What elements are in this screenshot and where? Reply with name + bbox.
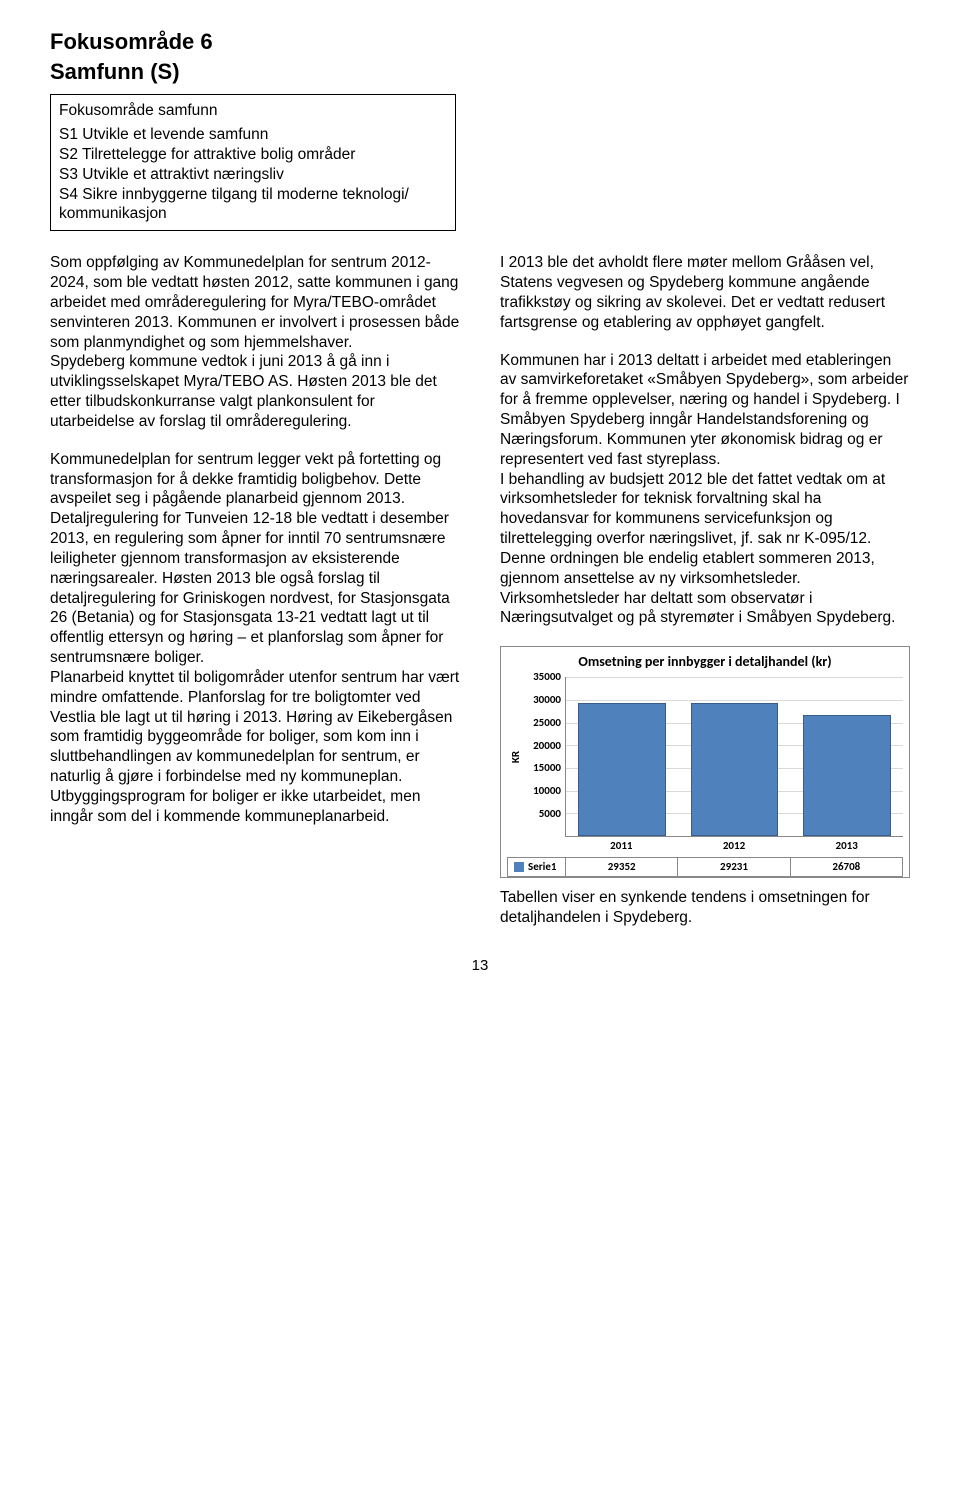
chart-ylabel: KR [509,751,523,763]
page-number: 13 [50,956,910,975]
body-paragraph: Kommunen har i 2013 deltatt i arbeidet m… [500,351,910,629]
chart-xlabels: 201120122013 [565,837,903,853]
revenue-chart: Omsetning per innbygger i detaljhandel (… [500,646,910,878]
table-cell: 29352 [566,858,678,877]
chart-plot [565,677,903,837]
chart-bar [803,715,891,836]
body-paragraph: Kommunedelplan for sentrum legger vekt p… [50,450,460,827]
chart-bar [578,703,666,836]
chart-yticks: 3500030000250002000015000100005000 [525,677,565,837]
focus-box-line: S4 Sikre innbyggerne tilgang til moderne… [59,185,447,225]
right-column: I 2013 ble det avholdt flere møter mello… [500,253,910,928]
legend-label: Serie1 [528,860,556,874]
page-title-line2: Samfunn (S) [50,58,910,86]
body-paragraph: Tabellen viser en synkende tendens i oms… [500,888,910,928]
two-column-layout: Som oppfølging av Kommunedelplan for sen… [50,253,910,928]
page-title-line1: Fokusområde 6 [50,28,910,56]
left-column: Som oppfølging av Kommunedelplan for sen… [50,253,460,928]
legend-swatch-icon [514,862,524,872]
chart-title: Omsetning per innbygger i detaljhandel (… [507,653,903,671]
focus-box-line: S2 Tilrettelegge for attraktive bolig om… [59,145,447,165]
chart-bar [691,703,779,836]
body-paragraph: I 2013 ble det avholdt flere møter mello… [500,253,910,332]
table-cell: 29231 [678,858,790,877]
focus-box-line: S3 Utvikle et attraktivt næringsliv [59,165,447,185]
focus-box: Fokusområde samfunn S1 Utvikle et levend… [50,94,456,231]
focus-box-heading: Fokusområde samfunn [59,101,447,121]
chart-data-table: Serie1 29352 29231 26708 [507,857,903,877]
focus-box-line: S1 Utvikle et levende samfunn [59,125,447,145]
body-paragraph: Som oppfølging av Kommunedelplan for sen… [50,253,460,431]
table-cell: 26708 [790,858,902,877]
